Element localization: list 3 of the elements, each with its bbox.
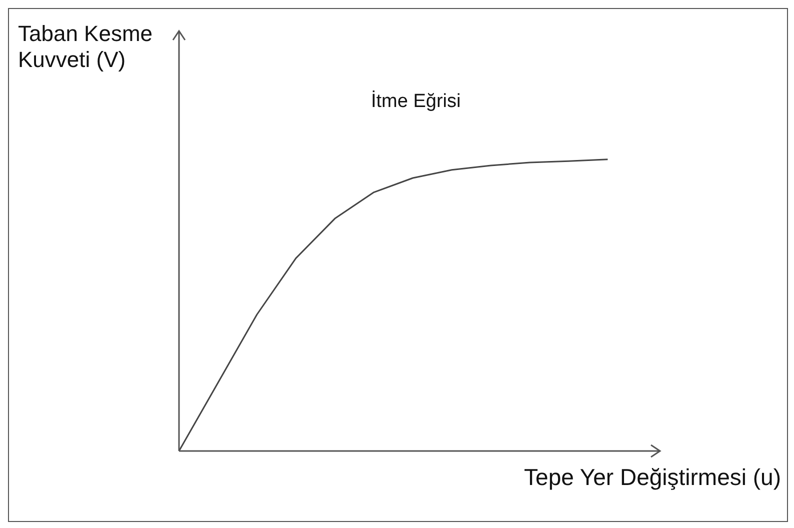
chart-title: İtme Eğrisi — [371, 91, 461, 113]
y-axis-title: Taban Kesme Kuvveti (V) — [18, 21, 153, 73]
x-axis-title: Tepe Yer Değiştirmesi (u) — [524, 464, 781, 491]
